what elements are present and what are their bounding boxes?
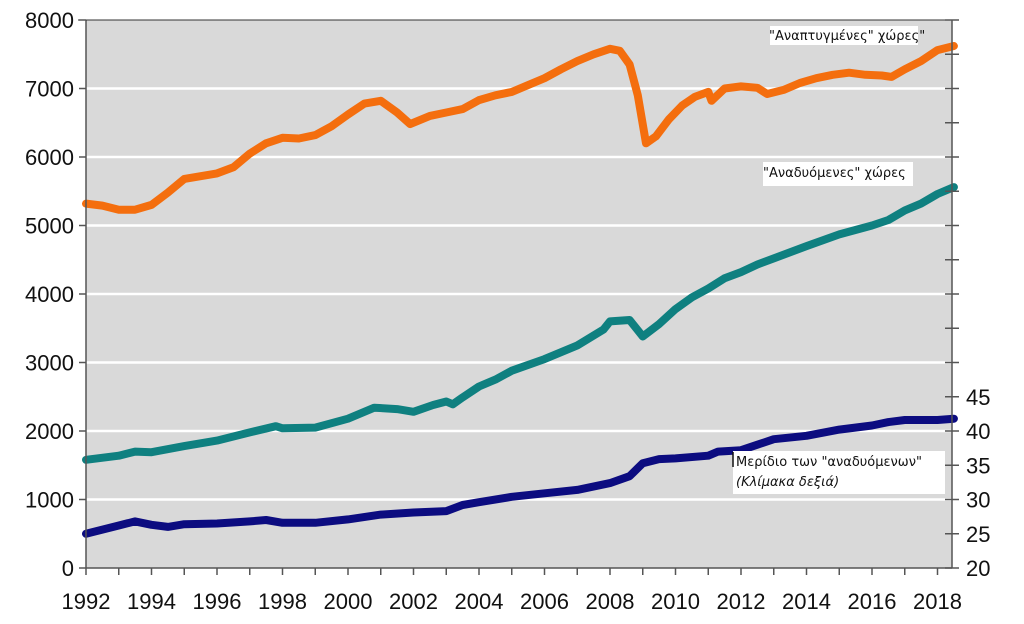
x-tick-label: 2018 [913, 589, 962, 614]
series-emerging-line [82, 183, 958, 464]
x-tick-label: 1992 [62, 589, 111, 614]
y-tick-label: 8000 [25, 8, 74, 33]
y2-tick-label: 40 [966, 419, 990, 444]
x-tick-label: 2004 [455, 589, 504, 614]
annotation-emerging-box [763, 162, 913, 186]
y-tick-label: 6000 [25, 145, 74, 170]
annotation-share-label-line1: Μερίδιο των "αναδυόμενων" [736, 455, 922, 470]
y-axis-left-ticks: 0 1000 2000 3000 4000 5000 6000 7000 8000 [25, 8, 86, 581]
series-share-line [82, 414, 958, 538]
x-tick-label: 2008 [586, 589, 635, 614]
x-tick-label: 2006 [520, 589, 569, 614]
x-tick-label: 2016 [848, 589, 897, 614]
annotation-emerging-label: "Αναδυόμενες" χώρες [763, 166, 906, 181]
y2-tick-label: 25 [966, 522, 990, 547]
x-tick-label: 1996 [193, 589, 242, 614]
annotation-developed-label: "Αναπτυγμένες" χώρες" [769, 29, 925, 44]
x-axis-ticks: 1992 1994 1996 1998 2000 2002 2004 2006 2008 2010… [62, 568, 962, 614]
x-tick-label: 2000 [324, 589, 373, 614]
annotation-share-box [733, 451, 945, 494]
annotation-emerging: "Αναδυόμενες" χώρες [763, 162, 913, 186]
x-tick-label: 2010 [651, 589, 700, 614]
y-tick-label: 3000 [25, 351, 74, 376]
y-tick-label: 0 [62, 556, 74, 581]
y2-tick-label: 35 [966, 453, 990, 478]
x-tick-label: 2002 [389, 589, 438, 614]
x-tick-label: 1994 [127, 589, 176, 614]
x-tick-label: 2014 [782, 589, 831, 614]
y-tick-label: 4000 [25, 282, 74, 307]
y-tick-label: 1000 [25, 488, 74, 513]
x-tick-label: 2012 [717, 589, 766, 614]
annotation-developed: "Αναπτυγμένες" χώρες" [769, 26, 925, 45]
series-lines [82, 42, 958, 538]
annotation-share: Μερίδιο των "αναδυόμενων" (Κλίμακα δεξιά… [732, 451, 945, 494]
series-developed-line [82, 42, 958, 214]
y-tick-label: 7000 [25, 77, 74, 102]
y-tick-label: 5000 [25, 214, 74, 239]
y2-tick-label: 45 [966, 385, 990, 410]
y-tick-label: 2000 [25, 419, 74, 444]
y2-tick-label: 30 [966, 488, 990, 513]
y-axis-right-ticks: 20 25 30 35 40 45 [945, 19, 990, 581]
x-tick-label: 1998 [258, 589, 307, 614]
gridlines [86, 87, 952, 501]
y2-tick-label: 20 [966, 556, 990, 581]
annotation-share-label-line2: (Κλίμακα δεξιά) [736, 475, 839, 490]
annotation-developed-box [770, 26, 918, 45]
